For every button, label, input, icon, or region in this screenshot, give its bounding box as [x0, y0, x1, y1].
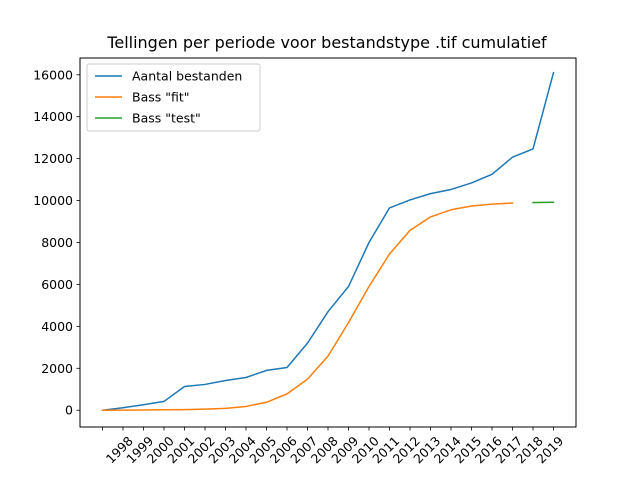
- y-tick-label: 4000: [41, 319, 73, 334]
- legend-label-2: Bass "test": [132, 111, 201, 126]
- y-axis: 0 2000 4000 6000 8000 10000 12000 14000 16000: [33, 67, 80, 418]
- x-axis: 1998199920002001200220032004200520062007…: [102, 427, 566, 466]
- legend: Aantal bestanden Bass "fit" Bass "test": [86, 63, 261, 132]
- legend-label-1: Bass "fit": [132, 90, 190, 105]
- y-tick-label: 12000: [33, 151, 73, 166]
- y-tick-label: 2000: [41, 361, 73, 376]
- y-tick-label: 8000: [41, 235, 73, 250]
- legend-entries: Aantal bestanden Bass "fit" Bass "test": [95, 69, 242, 126]
- y-tick-label: 14000: [33, 109, 73, 124]
- y-tick-label: 6000: [41, 277, 73, 292]
- series-line-1: [101, 202, 514, 411]
- legend-box: [86, 63, 261, 132]
- legend-label-0: Aantal bestanden: [132, 69, 242, 84]
- chart-title: Tellingen per periode voor bestandstype …: [106, 33, 547, 52]
- y-tick-label: 10000: [33, 193, 73, 208]
- y-tick-label: 0: [65, 403, 73, 418]
- y-tick-label: 16000: [33, 67, 73, 82]
- series-line-0: [101, 71, 555, 412]
- plot-lines: [101, 71, 555, 412]
